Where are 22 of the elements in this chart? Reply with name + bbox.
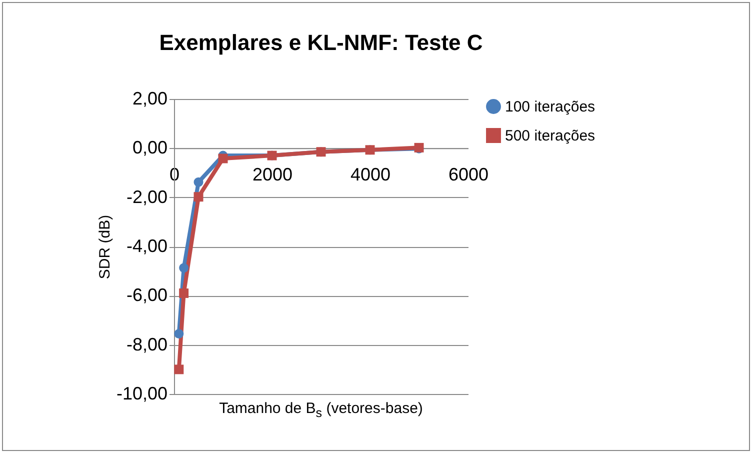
y-tick-label: 2,00 <box>132 88 168 108</box>
x-tick-label: 6000 <box>448 164 489 185</box>
x-tick-label: 4000 <box>350 164 391 185</box>
y-tick-label: 0,00 <box>132 138 168 158</box>
point <box>218 154 228 164</box>
point <box>174 329 184 339</box>
y-tick-label: -2,00 <box>126 186 168 207</box>
point <box>194 177 204 187</box>
y-tick-label: -8,00 <box>126 334 168 354</box>
x-tick-label: 2000 <box>252 164 293 185</box>
point <box>194 192 204 202</box>
point <box>179 288 189 298</box>
point <box>174 364 184 374</box>
y-tick-label: -10,00 <box>116 384 168 404</box>
y-tick-label: -4,00 <box>126 236 168 256</box>
point <box>179 263 189 273</box>
x-axis-title: Tamanho de B$_{s}$ (vetores-base) <box>218 400 424 420</box>
y-axis-title: SDR (dB) <box>96 214 114 280</box>
legend-label: 100 iterações <box>505 98 596 116</box>
legend-label: 500 iterações <box>505 128 596 144</box>
y-tick-label: -6,00 <box>126 285 168 306</box>
chart-title: Exemplares e KL-NMF: Teste C <box>159 30 483 55</box>
